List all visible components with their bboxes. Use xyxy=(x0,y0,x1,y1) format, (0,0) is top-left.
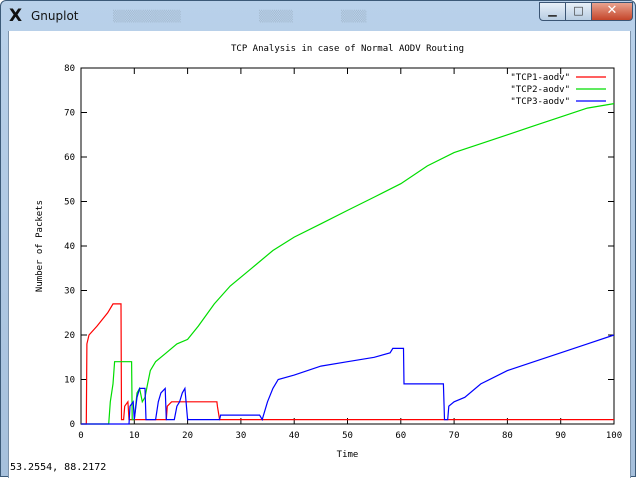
background-text: ▒▒▒▒ xyxy=(259,10,293,23)
x-tick-label: 0 xyxy=(78,431,83,441)
chart-title: TCP Analysis in case of Normal AODV Rout… xyxy=(231,44,464,54)
window-title: Gnuplot xyxy=(31,9,79,23)
x-tick-label: 100 xyxy=(606,431,622,441)
plot-border xyxy=(80,67,615,425)
y-tick-label: 70 xyxy=(64,109,75,119)
x-tick-label: 10 xyxy=(129,431,140,441)
y-tick-label: 80 xyxy=(64,64,75,74)
x-tick-label: 20 xyxy=(182,431,193,441)
x-tick-label: 60 xyxy=(395,431,406,441)
title-bar[interactable]: X Gnuplot ▒▒▒▒▒▒▒▒ ▒▒▒▒ ▒▒▒ ▁ □ ✕ xyxy=(1,1,635,31)
legend-label-tcp3: "TCP3-aodv" xyxy=(510,97,570,107)
y-tick-label: 60 xyxy=(64,153,75,163)
legend-label-tcp1: "TCP1-aodv" xyxy=(510,73,570,83)
x-tick-label: 80 xyxy=(502,431,513,441)
y-axis-label: Number of Packets xyxy=(35,200,45,292)
x-tick-label: 40 xyxy=(289,431,300,441)
series-line-tcp3 xyxy=(81,334,615,425)
x-window-icon: X xyxy=(9,6,23,26)
background-text: ▒▒▒ xyxy=(341,10,367,23)
x-tick-label: 70 xyxy=(449,431,460,441)
y-tick-label: 10 xyxy=(64,376,75,386)
maximize-icon: □ xyxy=(573,4,584,17)
legend-label-tcp2: "TCP2-aodv" xyxy=(510,85,570,95)
background-text: ▒▒▒▒▒▒▒▒ xyxy=(113,10,181,23)
y-tick-label: 40 xyxy=(64,242,75,252)
series-line-tcp2 xyxy=(81,103,615,425)
x-tick-label: 50 xyxy=(342,431,353,441)
y-tick-label: 30 xyxy=(64,287,75,297)
x-tick-label: 90 xyxy=(555,431,566,441)
x-axis-label: Time xyxy=(337,450,359,460)
mouse-coordinates: 53.2554, 88.2172 xyxy=(10,462,107,473)
minimize-button[interactable]: ▁ xyxy=(539,2,566,21)
series-line-tcp1 xyxy=(81,303,614,425)
close-icon: ✕ xyxy=(606,3,618,18)
y-tick-label: 50 xyxy=(64,198,75,208)
maximize-button[interactable]: □ xyxy=(565,2,592,21)
y-tick-label: 20 xyxy=(64,331,75,341)
gnuplot-chart[interactable]: TCP Analysis in case of Normal AODV Rout… xyxy=(9,31,630,478)
y-tick-label: 0 xyxy=(70,420,75,430)
x-tick-label: 30 xyxy=(235,431,246,441)
plot-area[interactable]: TCP Analysis in case of Normal AODV Rout… xyxy=(8,31,631,478)
close-button[interactable]: ✕ xyxy=(591,2,633,21)
minimize-icon: ▁ xyxy=(548,4,557,17)
